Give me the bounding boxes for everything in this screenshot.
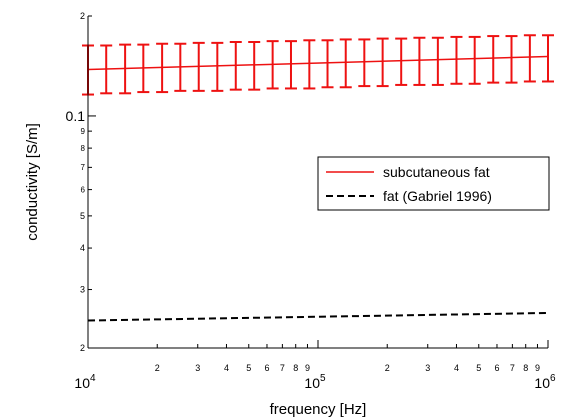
y-tick-label: 7 bbox=[81, 163, 86, 172]
x-tick-base: 10 bbox=[304, 375, 320, 391]
x-major-tick-label: 106 bbox=[534, 373, 556, 391]
legend-label-fat-gabriel: fat (Gabriel 1996) bbox=[383, 188, 492, 204]
y-axis-label: conductivity [S/m] bbox=[24, 123, 41, 241]
x-axis-label: frequency [Hz] bbox=[270, 401, 367, 418]
x-tick-base: 10 bbox=[74, 375, 90, 391]
y-tick-label: 9 bbox=[81, 127, 86, 136]
x-minor-tick-label: 5 bbox=[246, 363, 251, 373]
series-line-0 bbox=[87, 55, 549, 71]
x-minor-tick-label: 8 bbox=[293, 363, 298, 373]
x-minor-tick-label: 2 bbox=[385, 363, 390, 373]
legend: subcutaneous fat fat (Gabriel 1996) bbox=[317, 156, 550, 211]
x-minor-tick-label: 8 bbox=[523, 363, 528, 373]
y-tick-label: 2 bbox=[80, 11, 85, 21]
x-minor-tick-label: 3 bbox=[425, 363, 430, 373]
y-tick-label: 6 bbox=[81, 185, 86, 194]
x-minor-tick-label: 6 bbox=[264, 363, 269, 373]
x-minor-tick-label: 7 bbox=[280, 363, 285, 373]
x-minor-tick-label: 4 bbox=[454, 363, 459, 373]
x-tick-base: 10 bbox=[534, 375, 550, 391]
x-minor-tick-label: 7 bbox=[510, 363, 515, 373]
x-minor-tick-label: 5 bbox=[476, 363, 481, 373]
x-minor-tick-label: 2 bbox=[155, 363, 160, 373]
x-minor-tick-label: 3 bbox=[195, 363, 200, 373]
y-tick-label: 0.1 bbox=[66, 108, 86, 124]
x-tick-exponent: 4 bbox=[90, 373, 96, 384]
x-major-tick-label: 105 bbox=[304, 373, 326, 391]
series-line-1 bbox=[87, 311, 549, 322]
x-minor-tick-label: 9 bbox=[535, 363, 540, 373]
x-minor-tick-label: 9 bbox=[305, 363, 310, 373]
x-tick-exponent: 6 bbox=[550, 373, 556, 384]
series-lines bbox=[87, 55, 549, 322]
y-tick-label: 2 bbox=[80, 343, 85, 353]
x-tick-exponent: 5 bbox=[320, 373, 326, 384]
y-tick-label: 5 bbox=[80, 211, 85, 221]
x-major-tick-label: 104 bbox=[74, 373, 96, 391]
y-tick-label: 8 bbox=[81, 144, 86, 153]
y-tick-label: 4 bbox=[80, 243, 85, 253]
legend-box bbox=[317, 156, 550, 211]
x-minor-tick-label: 4 bbox=[224, 363, 229, 373]
legend-label-subcutaneous-fat: subcutaneous fat bbox=[383, 164, 490, 180]
x-minor-tick-label: 6 bbox=[494, 363, 499, 373]
y-tick-label: 3 bbox=[80, 285, 85, 295]
error-bars bbox=[82, 34, 554, 96]
